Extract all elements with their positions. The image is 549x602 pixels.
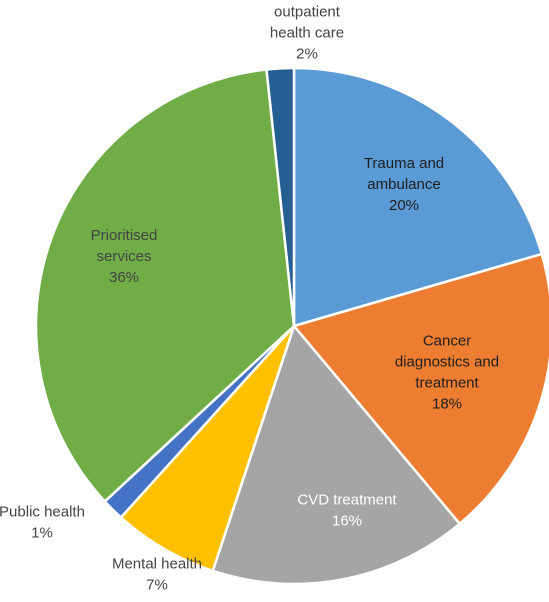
pie-slice-6 — [265, 66, 296, 327]
slice-label-line-5-0: Prioritised — [91, 227, 158, 244]
slice-label-1: Cancer diagnostics and treatment 18% — [395, 333, 499, 413]
slice-label-line-1-1: diagnostics and — [395, 354, 499, 371]
slice-percent-4: 1% — [31, 525, 53, 542]
slice-label-line-4-0: Public health — [0, 504, 85, 521]
slice-label-4: Public health 1% — [0, 504, 85, 542]
pie-slice-5 — [34, 68, 296, 504]
slice-percent-2: 16% — [332, 513, 362, 530]
slice-label-line-6-2: health care — [270, 25, 344, 42]
slice-label-line-3-0: Mental health — [112, 556, 202, 573]
slice-percent-5: 36% — [109, 269, 139, 286]
slice-label-line-5-1: services — [96, 248, 151, 265]
slice-label-line-6-1: outpatient — [274, 4, 341, 21]
slice-label-2: CVD treatment 16% — [297, 492, 397, 530]
slice-percent-0: 20% — [389, 197, 419, 214]
slice-label-line-0-1: ambulance — [367, 176, 440, 193]
pie-slice-0 — [292, 66, 544, 328]
slice-label-line-0-0: Trauma and — [364, 155, 444, 172]
slice-label-line-1-0: Cancer — [423, 333, 471, 350]
slice-percent-3: 7% — [146, 577, 168, 594]
slice-label-line-1-2: treatment — [415, 375, 479, 392]
pie-slice-2 — [211, 323, 462, 586]
slice-percent-6: 2% — [296, 46, 318, 63]
slice-label-5: Prioritised services 36% — [91, 227, 158, 286]
slice-label-3: Mental health 7% — [112, 556, 202, 594]
slice-label-line-2-0: CVD treatment — [297, 492, 397, 509]
slice-label-0: Trauma and ambulance 20% — [364, 155, 444, 214]
slice-percent-1: 18% — [432, 396, 462, 413]
